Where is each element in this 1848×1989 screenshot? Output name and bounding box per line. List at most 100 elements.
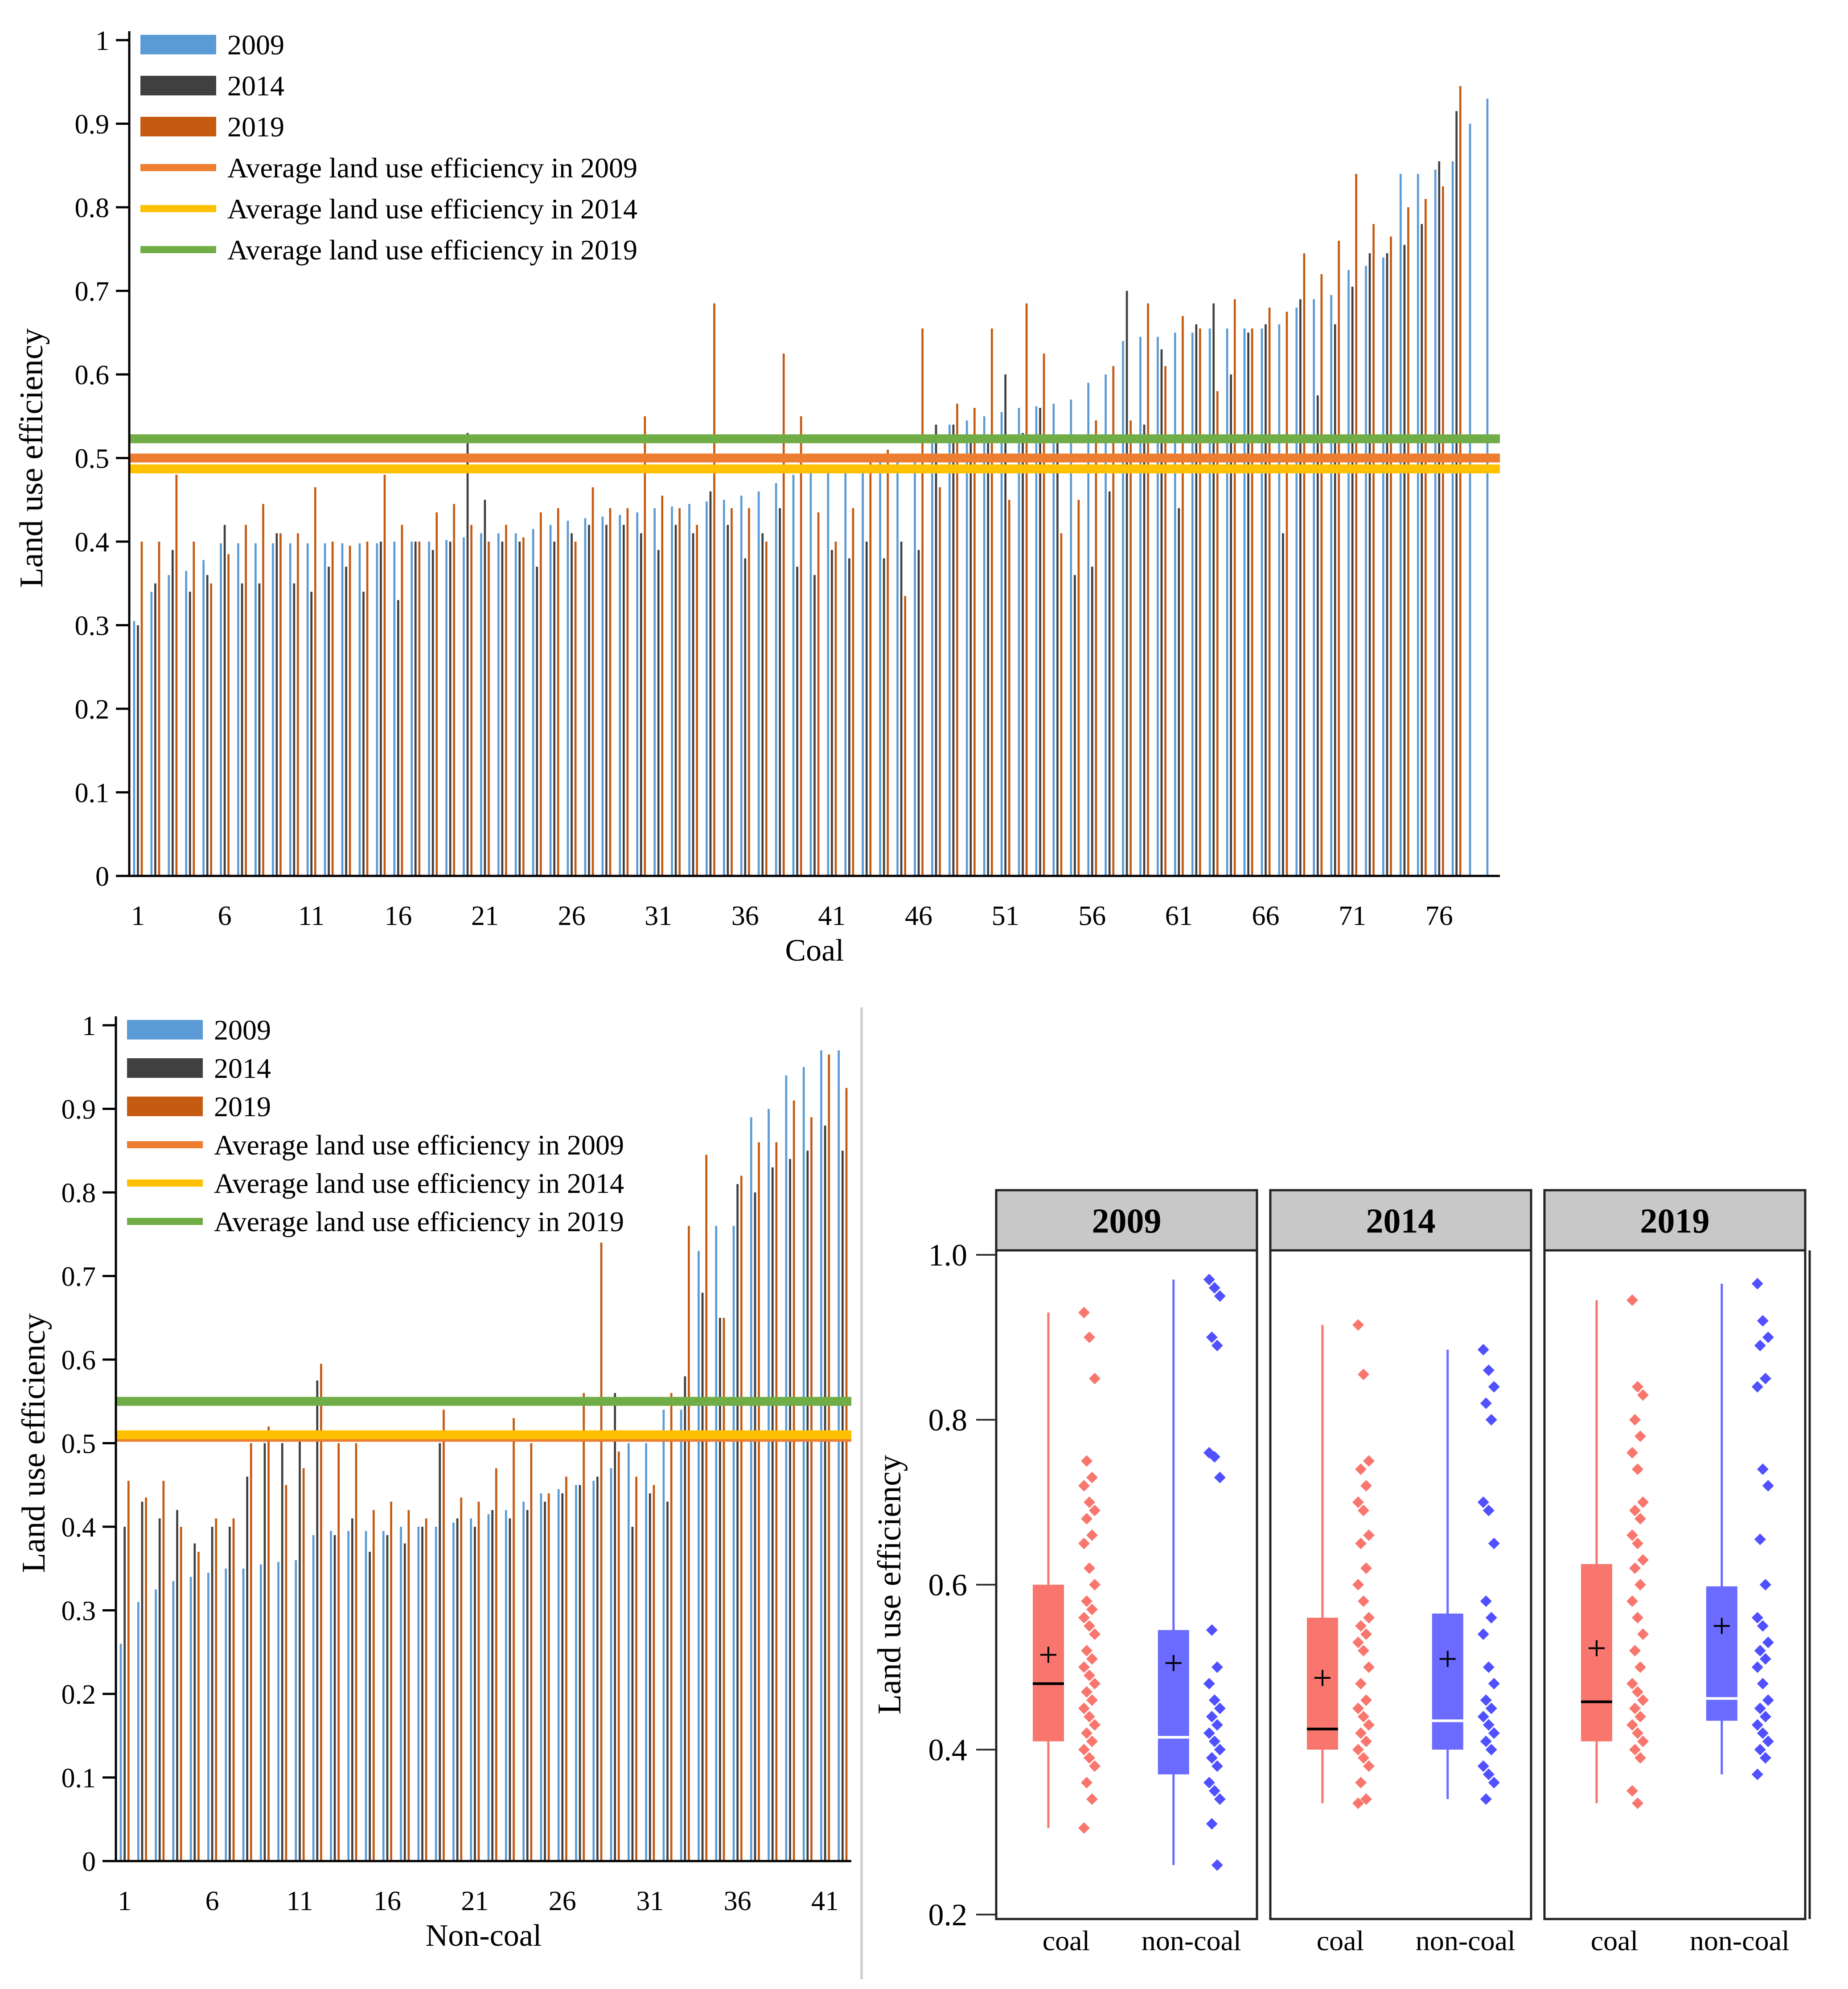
data-point-2014-coal xyxy=(1358,1368,1369,1381)
data-point-2014-coal xyxy=(1358,1645,1369,1656)
x-tick-label-coal: 21 xyxy=(471,901,499,931)
bar-coal-2009-69 xyxy=(1313,299,1315,876)
bar-coal-2019-47 xyxy=(939,487,941,876)
bar-noncoal-2009-9 xyxy=(259,1564,262,1861)
data-point-2019-coal xyxy=(1629,1504,1641,1516)
bar-noncoal-2014-33 xyxy=(684,1376,686,1861)
bar-coal-2014-69 xyxy=(1316,395,1319,876)
data-point-2014-coal xyxy=(1358,1504,1369,1516)
bar-coal-2014-70 xyxy=(1334,324,1336,876)
bar-coal-2009-57 xyxy=(1105,374,1107,876)
data-point-2009-non-coal xyxy=(1211,1340,1223,1352)
bar-noncoal-2014-31 xyxy=(649,1493,651,1861)
legend-swatch-noncoal-1 xyxy=(127,1058,203,1078)
data-point-2014-coal xyxy=(1352,1579,1364,1590)
data-point-2014-coal xyxy=(1352,1744,1364,1755)
bar-noncoal-2014-8 xyxy=(246,1476,248,1861)
data-point-2019-non-coal xyxy=(1759,1752,1771,1764)
data-point-2009-coal xyxy=(1081,1645,1092,1656)
bar-coal-2014-56 xyxy=(1091,567,1093,876)
bar-coal-2014-34 xyxy=(709,491,712,876)
legend-label-noncoal-4: Average land use efficiency in 2014 xyxy=(214,1167,624,1199)
bar-noncoal-2014-40 xyxy=(806,1151,809,1861)
bar-noncoal-2019-23 xyxy=(513,1418,515,1861)
bar-coal-2019-77 xyxy=(1459,86,1462,876)
bar-noncoal-2014-9 xyxy=(263,1443,266,1861)
data-point-2009-non-coal xyxy=(1206,1711,1218,1722)
data-point-2019-coal xyxy=(1632,1797,1643,1809)
x-tick-label-coal: 56 xyxy=(1078,901,1106,931)
y-tick-label-coal: 0.3 xyxy=(75,611,110,641)
data-point-2014-coal xyxy=(1363,1719,1375,1731)
bar-coal-2009-25 xyxy=(549,525,552,876)
bar-noncoal-2009-6 xyxy=(207,1573,209,1861)
data-point-2014-non-coal xyxy=(1477,1760,1489,1772)
y-tick-label-coal: 0.2 xyxy=(75,695,110,725)
data-point-2019-coal xyxy=(1626,1785,1638,1797)
data-point-2009-non-coal xyxy=(1214,1744,1226,1755)
data-point-2009-coal xyxy=(1081,1727,1092,1739)
data-point-2019-coal xyxy=(1632,1381,1643,1393)
data-point-2009-coal xyxy=(1089,1719,1101,1731)
bar-noncoal-2009-26 xyxy=(557,1489,560,1861)
bar-coal-2009-33 xyxy=(688,504,690,876)
bar-noncoal-2009-20 xyxy=(452,1522,455,1861)
bar-coal-2019-3 xyxy=(175,475,178,876)
data-point-2014-non-coal xyxy=(1477,1711,1489,1722)
bar-coal-2019-49 xyxy=(973,408,976,876)
y-tick-label-noncoal: 0 xyxy=(82,1847,96,1877)
bar-coal-2009-78 xyxy=(1469,123,1471,876)
data-point-2009-non-coal xyxy=(1211,1760,1223,1772)
bar-noncoal-2014-41 xyxy=(824,1126,826,1861)
y-tick-label-coal: 0.4 xyxy=(75,527,110,558)
bar-noncoal-2014-35 xyxy=(719,1318,721,1861)
data-point-2019-coal xyxy=(1629,1414,1641,1426)
bar-coal-2019-58 xyxy=(1129,420,1132,876)
box-x-label-2009-coal: coal xyxy=(1043,1925,1090,1956)
data-point-2019-non-coal xyxy=(1757,1678,1769,1689)
bar-coal-2019-22 xyxy=(505,525,507,876)
bar-coal-2019-67 xyxy=(1285,312,1288,876)
bar-coal-2019-34 xyxy=(713,303,715,876)
x-tick-label-noncoal: 11 xyxy=(287,1886,313,1916)
bar-coal-2014-3 xyxy=(171,550,174,876)
bar-coal-2009-26 xyxy=(567,521,569,876)
data-point-2009-non-coal xyxy=(1206,1331,1218,1343)
data-point-2019-coal xyxy=(1626,1529,1638,1541)
bar-noncoal-2009-10 xyxy=(277,1562,279,1861)
bar-coal-2019-74 xyxy=(1407,207,1409,876)
y-tick-label-noncoal: 0.5 xyxy=(62,1429,96,1459)
bar-coal-2009-18 xyxy=(428,542,430,876)
x-tick-label-noncoal: 36 xyxy=(724,1886,752,1916)
data-point-2009-non-coal xyxy=(1214,1702,1226,1714)
data-point-2014-non-coal xyxy=(1483,1661,1495,1673)
data-point-2019-non-coal xyxy=(1751,1661,1763,1673)
bar-coal-2019-62 xyxy=(1199,328,1201,876)
data-point-2019-coal xyxy=(1632,1537,1643,1549)
bar-noncoal-2009-28 xyxy=(592,1480,595,1861)
bar-noncoal-2009-24 xyxy=(522,1501,525,1861)
bar-noncoal-2014-19 xyxy=(439,1443,441,1861)
bar-coal-2009-28 xyxy=(601,516,604,876)
bar-noncoal-2019-9 xyxy=(267,1426,270,1861)
data-point-2009-coal xyxy=(1086,1529,1098,1541)
bar-noncoal-2019-36 xyxy=(740,1175,743,1861)
data-point-2014-non-coal xyxy=(1485,1414,1497,1426)
bar-coal-2009-40 xyxy=(809,466,812,876)
data-point-2019-non-coal xyxy=(1751,1278,1763,1290)
data-point-2019-coal xyxy=(1637,1389,1649,1401)
bar-coal-2014-28 xyxy=(605,525,608,876)
box-2009-non-coal xyxy=(1158,1630,1189,1775)
data-point-2019-non-coal xyxy=(1762,1636,1774,1648)
bar-coal-2014-32 xyxy=(674,525,677,876)
legend-label-coal-1: 2014 xyxy=(227,70,284,102)
bar-coal-2019-21 xyxy=(488,542,490,876)
bar-coal-2019-33 xyxy=(696,525,698,876)
bar-noncoal-2014-17 xyxy=(403,1543,406,1861)
bar-coal-2019-1 xyxy=(140,542,143,876)
bar-coal-2019-75 xyxy=(1425,199,1427,876)
bar-coal-2019-44 xyxy=(887,449,889,876)
data-point-2009-coal xyxy=(1078,1480,1090,1492)
bar-coal-2009-29 xyxy=(619,515,621,876)
bar-noncoal-2019-13 xyxy=(337,1443,340,1861)
